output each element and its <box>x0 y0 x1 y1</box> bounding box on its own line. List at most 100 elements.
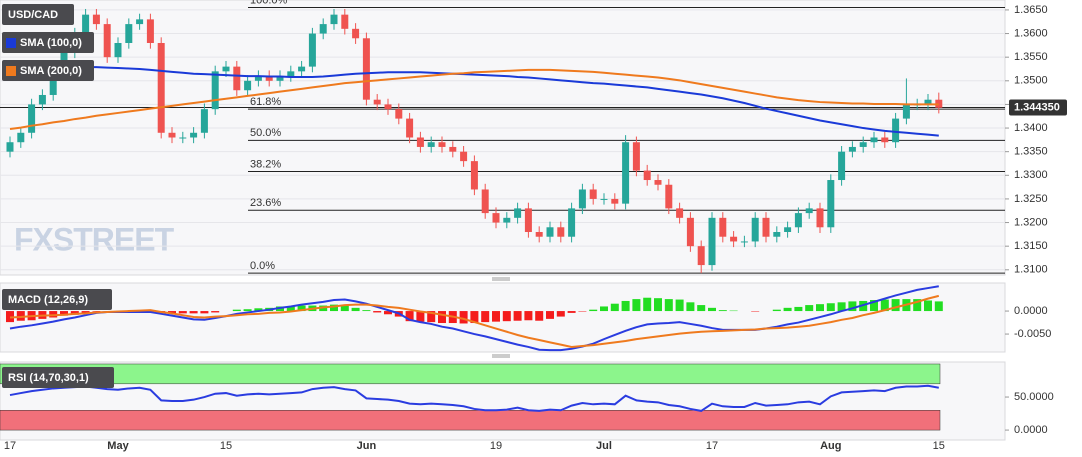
candle-body <box>136 19 144 25</box>
x-tick-label: 19 <box>490 440 502 452</box>
candle-body <box>352 28 360 39</box>
histogram-bar <box>643 297 652 312</box>
histogram-bar <box>546 311 554 319</box>
histogram-bar <box>513 311 522 321</box>
histogram-bar <box>362 310 371 312</box>
candle-body <box>28 104 36 133</box>
candle-body <box>470 161 478 190</box>
rsi-zone <box>0 363 941 385</box>
candle-body <box>92 14 100 25</box>
last-price-label: 1.344350 <box>1014 101 1060 113</box>
candle-body <box>416 137 424 147</box>
x-tick-label: May <box>107 440 129 452</box>
histogram-bar <box>600 306 608 312</box>
x-tick-label: 15 <box>220 440 232 452</box>
histogram-bar <box>837 302 846 312</box>
fib-label: 0.0% <box>250 260 275 272</box>
candle-body <box>103 24 111 58</box>
y-tick-label: 0.0000 <box>1014 305 1048 317</box>
histogram-bar <box>708 307 716 312</box>
histogram-bar <box>178 311 187 314</box>
legend-swatch <box>6 66 16 76</box>
candle-body <box>406 118 414 138</box>
candle-body <box>438 142 446 147</box>
legend-box <box>2 367 114 388</box>
histogram-bar <box>794 306 803 312</box>
histogram-bar <box>697 305 706 312</box>
line <box>9 63 939 137</box>
candle-body <box>200 109 208 133</box>
histogram-bar <box>556 311 565 317</box>
legend-box <box>2 289 112 310</box>
fib-label: 61.8% <box>250 96 281 108</box>
candle-body <box>784 227 792 233</box>
candle-body <box>600 198 608 200</box>
histogram-bar <box>675 299 684 312</box>
candle-body <box>719 217 727 237</box>
histogram-bar <box>686 302 695 312</box>
line <box>9 384 939 412</box>
histogram-bar <box>913 299 922 312</box>
histogram-bar <box>232 309 241 312</box>
histogram-bar <box>60 311 68 316</box>
candle-body <box>146 19 154 43</box>
legend-box <box>2 60 94 81</box>
histogram-bar <box>567 311 576 313</box>
histogram-bar <box>243 309 252 312</box>
histogram-bar <box>297 305 306 312</box>
histogram-bar <box>189 311 198 314</box>
candle-body <box>654 180 662 185</box>
candle-body <box>881 137 889 143</box>
candle-body <box>6 142 14 152</box>
candle-body <box>578 189 586 209</box>
candle-body <box>60 52 68 67</box>
candle-body <box>568 208 576 237</box>
histogram-bar <box>805 305 814 312</box>
histogram-bar <box>621 300 630 312</box>
histogram-bar <box>772 309 781 312</box>
histogram-bar <box>286 306 295 312</box>
histogram-bar <box>664 299 673 312</box>
histogram-bar <box>870 300 878 312</box>
candle-body <box>190 132 198 138</box>
histogram-bar <box>848 301 857 312</box>
candle-body <box>902 104 910 119</box>
histogram-bar <box>924 300 932 312</box>
histogram-bar <box>427 311 436 323</box>
histogram-bar <box>783 307 792 312</box>
legend-box <box>2 32 94 53</box>
histogram-bar <box>654 298 662 312</box>
legend-label: MACD (12,26,9) <box>8 294 88 306</box>
candle-body <box>665 184 673 209</box>
histogram-bar <box>16 311 25 321</box>
histogram-bar <box>384 311 392 315</box>
histogram-bar <box>470 311 479 324</box>
candle-body <box>254 76 262 81</box>
candle-body <box>676 208 684 218</box>
histogram-bar <box>340 305 349 312</box>
watermark: FXSTREET <box>14 221 175 257</box>
x-tick-label: Jul <box>596 440 612 452</box>
candle-body <box>82 14 90 34</box>
candle-body <box>384 104 392 110</box>
candle-body <box>460 151 468 162</box>
histogram-bar <box>610 303 619 312</box>
y-tick-label: 1.3100 <box>1014 264 1048 276</box>
histogram-bar <box>589 309 598 312</box>
histogram-bar <box>81 311 90 313</box>
candle-body <box>805 208 813 214</box>
candle-body <box>308 33 316 67</box>
histogram-bar <box>416 311 425 322</box>
rsi-zone <box>0 410 941 431</box>
candle-body <box>341 14 349 29</box>
histogram-bar <box>405 311 414 322</box>
histogram-bar <box>492 311 500 322</box>
candle-body <box>449 146 457 152</box>
candle-body <box>265 76 273 81</box>
candle-body <box>503 217 511 223</box>
histogram-bar <box>535 311 544 321</box>
candle-body <box>686 217 694 247</box>
legend-label: RSI (14,70,30,1) <box>8 372 89 384</box>
candle-body <box>546 227 554 237</box>
